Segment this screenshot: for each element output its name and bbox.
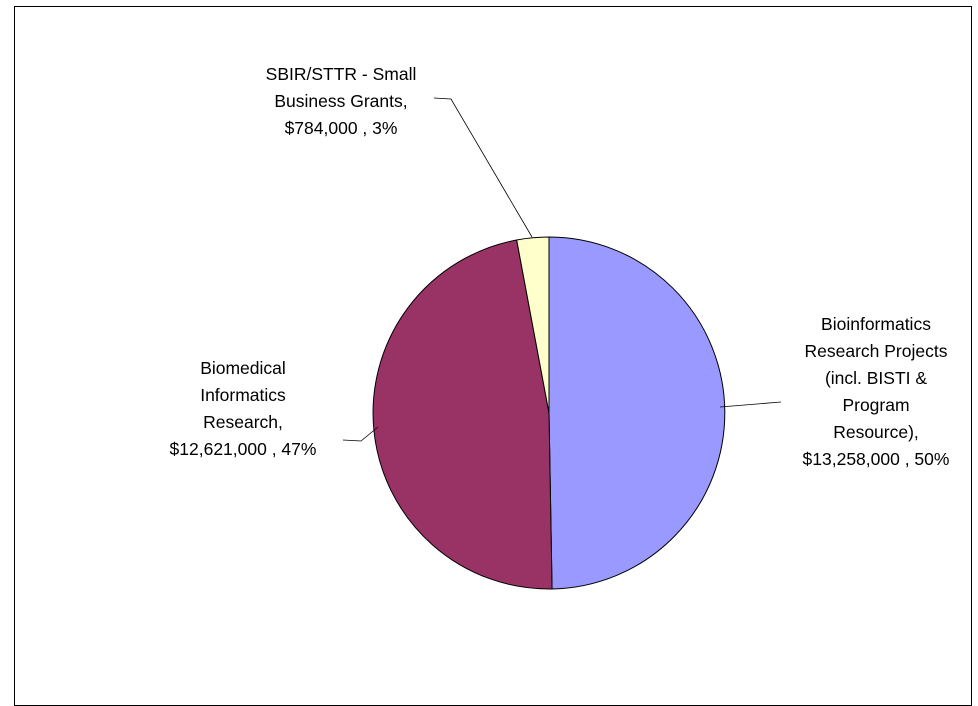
data-label-line: Business Grants, xyxy=(274,91,407,111)
leader-lines xyxy=(342,97,782,442)
pie-chart: Bioinformatics Research Projects (incl. BI… xyxy=(170,64,950,590)
data-label-line: Biomedical xyxy=(200,358,286,378)
data-label-line: Bioinformatics xyxy=(821,314,931,334)
data-label-2: Biomedical Informatics Research, $12,621,00… xyxy=(170,358,317,459)
data-label-1: Bioinformatics Research Projects (incl. BI… xyxy=(803,314,950,469)
data-label-line: Program xyxy=(842,395,909,415)
data-label-line: Research Projects xyxy=(805,341,948,361)
data-label-3: SBIR/STTR - Small Business Grants, $784,00… xyxy=(266,64,417,138)
leader-line-1 xyxy=(719,401,782,408)
slices-layer xyxy=(372,236,726,590)
data-label-line: $13,258,000 , 50% xyxy=(803,449,950,469)
pie-slice-3 xyxy=(516,236,550,414)
leader-line-2 xyxy=(342,426,379,442)
data-label-line: Informatics xyxy=(200,385,286,405)
pie-slice-1 xyxy=(548,236,726,590)
pie-slice-2 xyxy=(372,239,553,590)
data-label-line: $784,000 , 3% xyxy=(285,118,398,138)
data-label-line: SBIR/STTR - Small xyxy=(266,64,417,84)
leader-line-3 xyxy=(433,97,533,238)
data-label-line: (incl. BISTI & xyxy=(825,368,927,388)
data-labels: Bioinformatics Research Projects (incl. BI… xyxy=(170,64,950,469)
data-label-line: Resource), xyxy=(833,422,919,442)
data-label-line: $12,621,000 , 47% xyxy=(170,439,317,459)
data-label-line: Research, xyxy=(203,412,283,432)
